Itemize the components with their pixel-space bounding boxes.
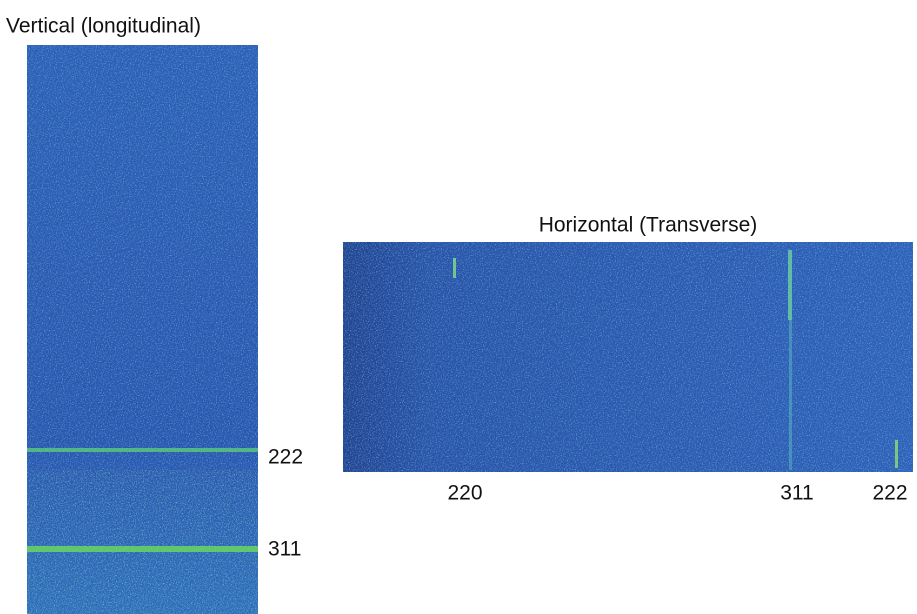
diffraction-line [788,250,792,320]
page: Vertical (longitudinal) 222 311 Horizont… [0,0,917,614]
diffraction-line [895,440,898,468]
left-panel: Vertical (longitudinal) 222 311 [6,15,303,614]
image-noise [343,242,913,472]
peak-label: 311 [268,538,301,561]
panel-title: Horizontal (Transverse) [539,214,758,237]
diffraction-line [27,448,258,452]
peak-label: 220 [447,482,482,505]
diffraction-line [27,546,258,552]
peak-label: 311 [780,482,813,505]
diffraction-line [789,320,792,470]
figure: Vertical (longitudinal) 222 311 Horizont… [0,0,917,614]
panel-title: Vertical (longitudinal) [6,15,201,38]
diffraction-line [453,258,456,278]
peak-label: 222 [872,482,907,505]
right-panel: Horizontal (Transverse) 220 311 222 [343,214,913,505]
peak-label: 222 [268,446,303,469]
image-noise [27,470,258,614]
